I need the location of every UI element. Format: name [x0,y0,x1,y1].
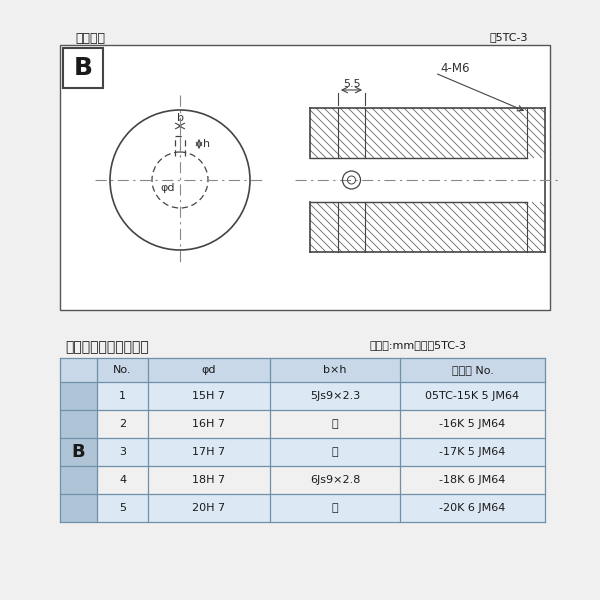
Bar [60,358,545,382]
Text: b×h: b×h [323,365,347,375]
Text: 4: 4 [119,475,126,485]
Text: 1: 1 [119,391,126,401]
Text: 〜: 〜 [332,419,338,429]
Text: 16H 7: 16H 7 [193,419,226,429]
Text: 4-M6: 4-M6 [440,62,470,76]
Bar [97,382,545,410]
Text: 5Js9×2.3: 5Js9×2.3 [310,391,360,401]
Text: （単位:mm）　表5TC-3: （単位:mm） 表5TC-3 [370,340,467,350]
Bar [63,48,103,88]
Text: 〜: 〜 [332,503,338,513]
Text: 図5TC-3: 図5TC-3 [490,32,529,42]
Text: 05TC-15K 5 JM64: 05TC-15K 5 JM64 [425,391,520,401]
Text: 2: 2 [119,419,126,429]
Bar [60,45,550,310]
Text: 軸穴形状: 軸穴形状 [75,32,105,45]
Text: b: b [176,113,184,123]
Text: -20K 6 JM64: -20K 6 JM64 [439,503,506,513]
Text: 3: 3 [119,447,126,457]
Text: -16K 5 JM64: -16K 5 JM64 [439,419,506,429]
Text: φd: φd [161,183,175,193]
Text: 15H 7: 15H 7 [193,391,226,401]
Text: -18K 6 JM64: -18K 6 JM64 [439,475,506,485]
Text: 5: 5 [119,503,126,513]
Text: -17K 5 JM64: -17K 5 JM64 [439,447,506,457]
Text: 軸穴形状コード一覧表: 軸穴形状コード一覧表 [65,340,149,354]
Text: B: B [71,443,85,461]
Text: No.: No. [113,365,132,375]
Bar [97,494,545,522]
Text: 18H 7: 18H 7 [193,475,226,485]
Text: 17H 7: 17H 7 [193,447,226,457]
Text: φd: φd [202,365,216,375]
Text: 20H 7: 20H 7 [193,503,226,513]
Text: B: B [74,56,92,80]
Bar [60,382,97,522]
Text: 5.5: 5.5 [343,79,361,89]
Text: h: h [203,139,210,149]
Text: 6Js9×2.8: 6Js9×2.8 [310,475,360,485]
Bar [97,438,545,466]
Text: コード No.: コード No. [452,365,493,375]
Text: 〜: 〜 [332,447,338,457]
